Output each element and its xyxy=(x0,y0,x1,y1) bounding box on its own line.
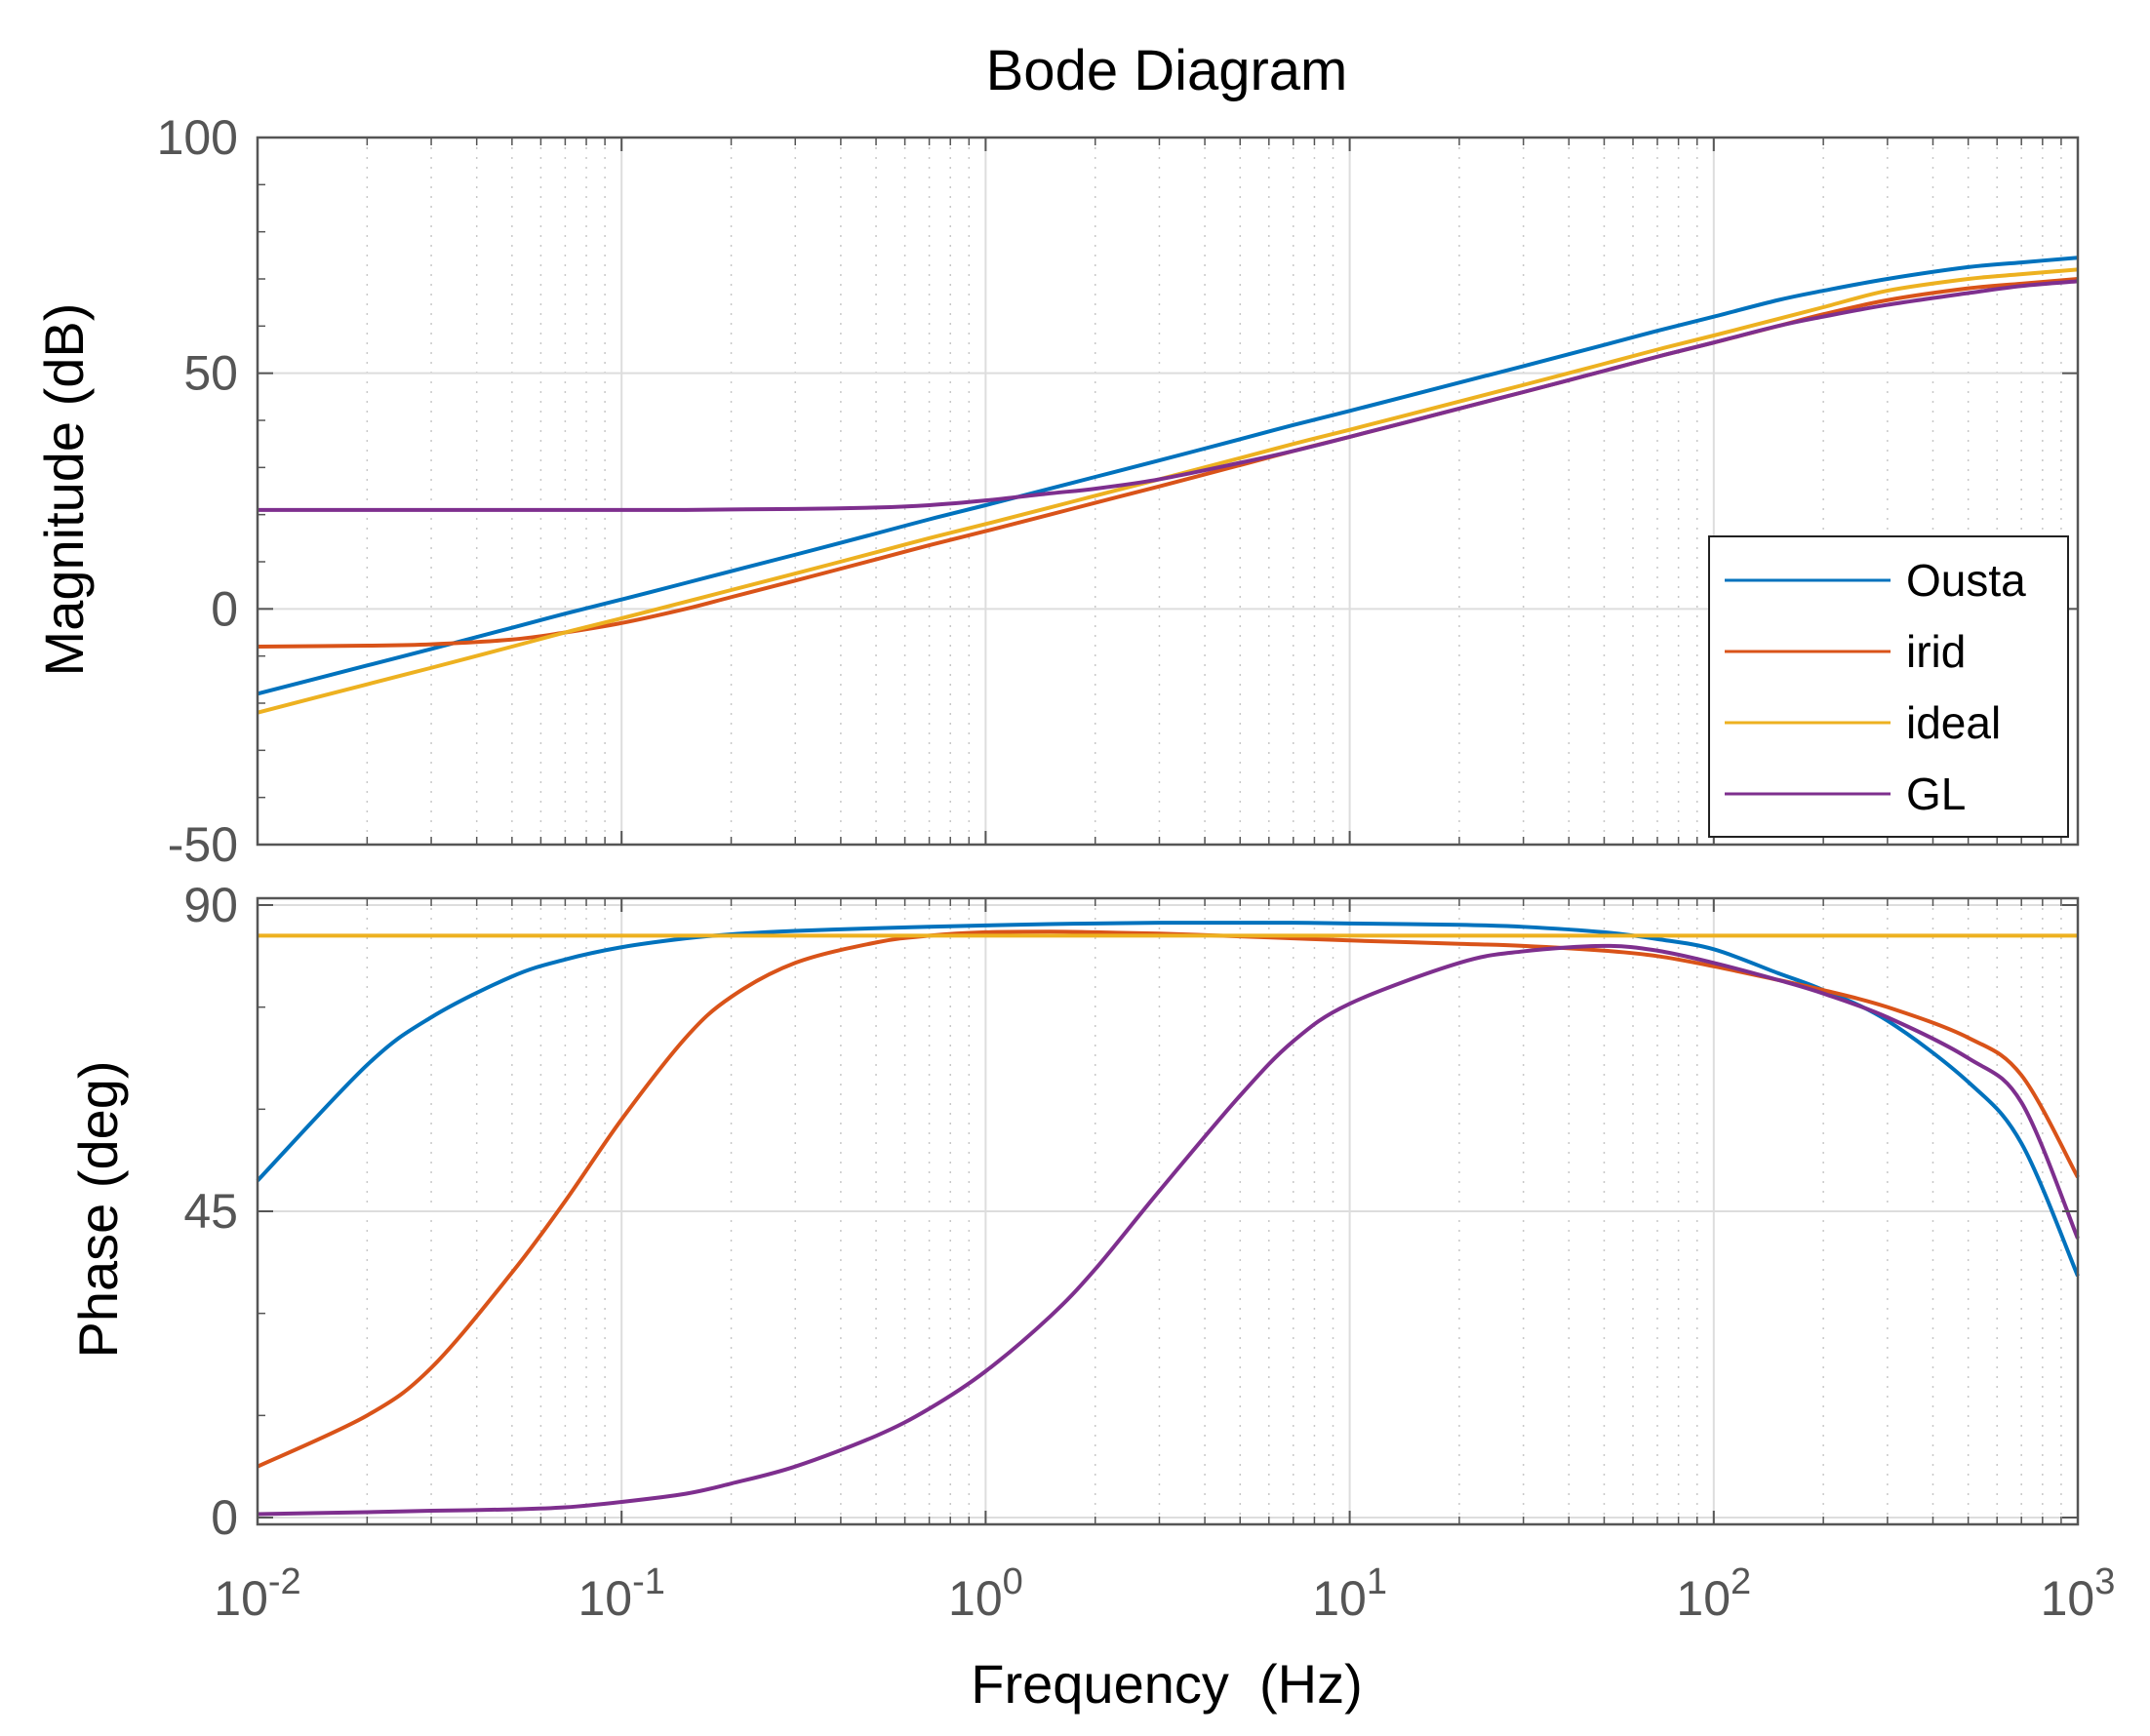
magnitude-y-tick-label: -50 xyxy=(168,817,238,872)
magnitude-lines xyxy=(257,256,2079,715)
x-tick-label: 10-2 xyxy=(214,1561,300,1626)
magnitude-y-tick-label: 100 xyxy=(157,110,238,165)
magnitude-series-ousta xyxy=(257,256,2079,696)
x-tick-label: 10-1 xyxy=(577,1561,664,1626)
phase-ticks: 90 45 0 xyxy=(183,878,2078,1545)
chart-title: Bode Diagram xyxy=(986,39,1348,102)
phase-grid xyxy=(257,898,2078,1524)
x-tick-labels: 10-2 10-1 100 101 102 103 xyxy=(214,1561,2115,1626)
phase-y-tick-label: 0 xyxy=(211,1490,238,1545)
legend-items: Ousta irid ideal GL xyxy=(1725,555,2026,819)
magnitude-ylabel: Magnitude (dB) xyxy=(33,303,95,677)
x-axis-label: Frequency (Hz) xyxy=(971,1653,1362,1715)
magnitude-y-tick-label: 50 xyxy=(183,346,238,401)
magnitude-y-tick-label: 0 xyxy=(211,581,238,636)
magnitude-panel: 100 50 0 -50 Magnitude (dB) xyxy=(33,110,2080,872)
magnitude-series-gl xyxy=(257,279,2079,512)
phase-ylabel: Phase (deg) xyxy=(67,1060,129,1358)
phase-panel: 90 45 0 Phase (deg) xyxy=(67,878,2080,1545)
x-tick-label: 100 xyxy=(948,1561,1023,1626)
legend-label-ideal: ideal xyxy=(1906,697,2001,748)
magnitude-axes-box xyxy=(256,136,2080,847)
legend-label-gl: GL xyxy=(1906,769,1966,819)
x-tick-label: 102 xyxy=(1676,1561,1751,1626)
magnitude-ticks: 100 50 0 -50 xyxy=(157,110,2078,872)
phase-y-tick-label: 45 xyxy=(183,1184,238,1239)
phase-lines xyxy=(256,921,2080,1517)
phase-y-tick-label: 90 xyxy=(183,878,238,932)
legend-box xyxy=(1708,535,2069,838)
legend: Ousta irid ideal GL xyxy=(1708,535,2069,838)
x-tick-label: 103 xyxy=(2041,1561,2116,1626)
legend-label-ousta: Ousta xyxy=(1906,555,2026,606)
phase-series-gl xyxy=(257,943,2080,1517)
x-tick-label: 101 xyxy=(1312,1561,1387,1626)
legend-label-irid: irid xyxy=(1906,626,1966,677)
